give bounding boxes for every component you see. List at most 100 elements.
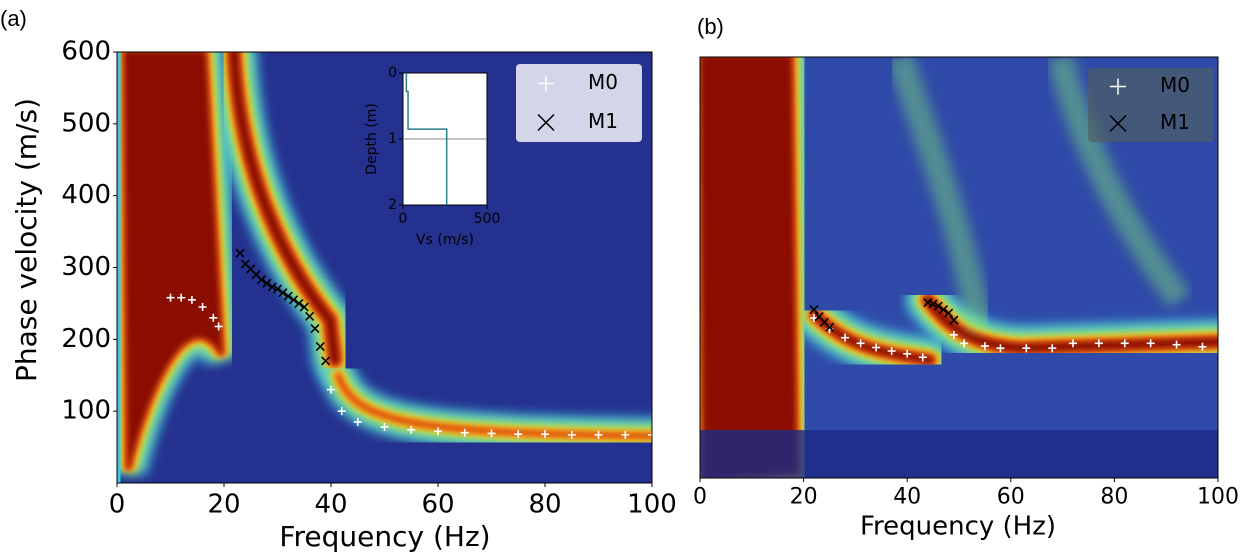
- data-point: [1068, 339, 1077, 348]
- x-axis-label: Vs (m/s): [416, 232, 474, 248]
- x-axis-label: Frequency (Hz): [279, 520, 490, 553]
- panel-label: (b): [697, 14, 724, 39]
- heatmap-b: [700, 57, 1218, 478]
- x-axis-label: Frequency (Hz): [860, 512, 1056, 542]
- legend-marker: [537, 113, 555, 132]
- plot-frame: [116, 51, 653, 484]
- data-point: [1094, 339, 1103, 348]
- data-point: [407, 425, 416, 434]
- y-axis-label: Phase velocity (m/s): [10, 98, 43, 382]
- data-point: [903, 349, 912, 358]
- y-axis-label: Depth (m): [364, 103, 380, 175]
- data-point: [949, 330, 958, 339]
- data-point: [299, 302, 309, 312]
- data-point: [996, 344, 1005, 353]
- data-point: [621, 430, 630, 439]
- data-point: [434, 427, 442, 436]
- legend-label: M1: [588, 109, 618, 133]
- data-point: [288, 295, 299, 305]
- y-tick-label: 100: [61, 396, 111, 426]
- data-point: [1146, 339, 1155, 348]
- y-tick-label: 300: [61, 252, 111, 282]
- heatmap-band: [229, 52, 340, 365]
- data-point: [460, 428, 469, 437]
- legend-label: M1: [1160, 110, 1190, 134]
- data-point: [923, 298, 933, 308]
- data-point: [872, 343, 881, 352]
- x-tick-label: 20: [207, 490, 240, 520]
- data-point: [938, 305, 949, 315]
- data-point: [887, 346, 896, 355]
- legend-marker: [1109, 114, 1127, 133]
- data-point: [541, 430, 549, 439]
- y-tick-label: 500: [61, 108, 111, 138]
- data-point: [327, 385, 335, 394]
- data-point: [487, 429, 496, 438]
- data-point: [305, 311, 315, 321]
- data-point: [310, 323, 320, 334]
- y-tick-label: 400: [61, 180, 111, 210]
- data-point: [856, 339, 865, 348]
- data-point: [1022, 344, 1031, 353]
- panel-label: (a): [0, 6, 27, 31]
- data-point: [949, 315, 959, 325]
- y-tick-label: 200: [61, 324, 111, 354]
- x-tick-label: 60: [421, 490, 454, 520]
- data-point: [315, 341, 325, 352]
- data-point: [980, 342, 989, 351]
- data-point: [567, 430, 576, 439]
- data-point: [1048, 344, 1057, 353]
- x-tick-label: 500: [474, 211, 501, 227]
- y-tick-label: 0: [388, 65, 397, 81]
- data-point: [918, 353, 927, 362]
- legend-marker: [538, 75, 554, 92]
- data-point: [933, 301, 943, 311]
- data-point: [928, 299, 938, 309]
- heatmap-band: [1047, 57, 1191, 308]
- x-tick-label: 60: [997, 484, 1025, 509]
- data-point: [809, 305, 819, 315]
- data-point: [278, 288, 288, 298]
- legend-box: [1088, 68, 1214, 142]
- heatmap-band: [923, 295, 1218, 353]
- heatmap-band: [700, 430, 1218, 478]
- data-point: [214, 322, 223, 331]
- data-point: [1172, 340, 1181, 349]
- data-point: [594, 430, 603, 439]
- x-tick-label: 40: [893, 484, 921, 509]
- data-point: [198, 303, 207, 312]
- data-point: [337, 407, 346, 416]
- x-tick-label: 20: [790, 484, 818, 509]
- legend-label: M0: [588, 70, 618, 94]
- data-point: [1198, 342, 1207, 351]
- x-tick-label: 80: [1100, 484, 1128, 509]
- plot-frame: [699, 56, 1219, 479]
- data-point: [944, 308, 954, 318]
- legend-label: M0: [1160, 73, 1190, 97]
- data-point: [960, 339, 969, 348]
- y-tick-label: 1: [388, 131, 397, 147]
- x-tick-label: 80: [528, 490, 561, 520]
- y-tick-label: 2: [388, 197, 397, 213]
- legend-marker: [1110, 78, 1126, 95]
- x-tick-label: 0: [109, 490, 126, 520]
- data-point: [321, 356, 331, 366]
- heatmap-band: [700, 57, 798, 478]
- heatmap-band: [887, 57, 993, 333]
- data-point: [272, 284, 283, 294]
- data-point: [256, 275, 267, 285]
- x-tick-label: 40: [314, 490, 347, 520]
- data-point: [514, 430, 523, 439]
- data-point: [380, 422, 389, 431]
- data-point: [283, 291, 293, 301]
- data-point: [824, 322, 835, 332]
- data-point: [166, 293, 175, 302]
- data-point: [209, 313, 218, 322]
- y-tick-label: 600: [61, 37, 111, 67]
- data-point: [235, 248, 245, 258]
- x-tick-label: 100: [1197, 484, 1239, 509]
- data-point: [353, 417, 362, 426]
- data-point: [294, 298, 304, 308]
- x-tick-label: 100: [627, 490, 677, 520]
